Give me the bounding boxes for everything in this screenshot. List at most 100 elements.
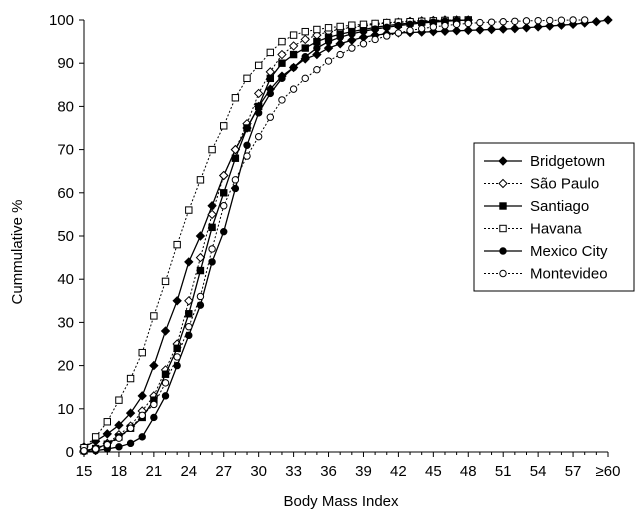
legend-label: Montevideo [530, 266, 608, 283]
data-point [301, 27, 309, 36]
y-tick-label: 20 [57, 358, 74, 375]
x-tick-label: 45 [425, 463, 442, 480]
x-tick-label: 33 [285, 463, 302, 480]
data-point [324, 37, 333, 46]
data-point [161, 370, 170, 378]
data-point [348, 21, 356, 29]
data-point [288, 41, 299, 51]
legend-marker [499, 224, 507, 233]
data-point [125, 408, 136, 418]
x-tick-label: 36 [320, 463, 337, 480]
data-point [278, 59, 286, 67]
data-point [336, 33, 344, 41]
data-point [323, 43, 334, 53]
data-point [335, 39, 345, 49]
series-line [83, 19, 469, 449]
y-tick-label: 90 [57, 55, 74, 72]
legend-entry: Havana [484, 221, 582, 238]
data-point [603, 15, 613, 25]
data-point [300, 34, 310, 45]
data-point [138, 348, 146, 357]
data-point [266, 48, 275, 57]
legend-entry: São Paulo [484, 176, 599, 193]
data-point [266, 113, 275, 121]
data-point [348, 30, 356, 38]
data-point [208, 145, 216, 154]
data-point [499, 18, 507, 26]
data-point [498, 24, 508, 34]
legend-box [473, 142, 635, 292]
data-point [546, 16, 554, 25]
data-point [160, 326, 171, 336]
data-point [278, 74, 286, 83]
series-havana [80, 16, 472, 452]
data-point [336, 22, 344, 31]
data-point [277, 49, 287, 60]
y-tick-label: 70 [57, 142, 74, 159]
data-point [185, 310, 193, 318]
data-point [220, 189, 228, 197]
data-point [138, 433, 146, 441]
x-tick-label: 18 [111, 463, 128, 480]
data-point [220, 202, 228, 210]
series-montevideo [80, 16, 589, 455]
legend-label: Mexico City [530, 243, 608, 260]
data-point [313, 25, 321, 34]
data-point [429, 23, 438, 31]
data-point [80, 447, 88, 455]
data-point [114, 420, 124, 430]
data-point [103, 440, 111, 449]
data-point [301, 53, 309, 61]
data-point [208, 258, 216, 266]
data-point [195, 231, 206, 241]
data-point [383, 23, 391, 32]
data-point [195, 252, 206, 263]
x-tick-label: 51 [495, 463, 512, 480]
data-point [254, 61, 263, 70]
data-point [313, 37, 321, 46]
legend-label: Havana [530, 221, 582, 238]
legend: Bridgetown São Paulo Santiago Havana Mexico … [473, 142, 635, 292]
x-tick-label: 30 [250, 463, 267, 480]
data-point [521, 23, 532, 33]
legend-label: São Paulo [530, 176, 599, 193]
data-point [324, 24, 333, 32]
data-point [231, 94, 240, 102]
data-point [243, 141, 251, 149]
series-line [83, 19, 469, 453]
data-point [371, 35, 379, 44]
data-point [266, 74, 275, 83]
legend-label: Santiago [530, 198, 589, 215]
data-point [487, 18, 496, 26]
data-point [301, 74, 309, 83]
x-tick-label: 27 [215, 463, 232, 480]
data-point [185, 323, 193, 331]
data-point [126, 439, 135, 448]
x-tick-label: ≥60 [596, 463, 621, 480]
data-point [196, 292, 205, 301]
data-point [278, 96, 286, 104]
data-point [150, 413, 158, 422]
data-point [253, 88, 264, 99]
data-point [126, 424, 135, 432]
data-point [336, 50, 344, 59]
data-point [161, 392, 170, 400]
legend-marker [498, 178, 508, 189]
data-point [161, 277, 170, 286]
legend-entry: Santiago [484, 198, 589, 215]
data-point [301, 44, 309, 52]
data-point [452, 20, 461, 29]
data-point [312, 49, 322, 60]
data-point [545, 21, 555, 31]
data-point [243, 124, 251, 132]
y-tick-label: 0 [66, 444, 74, 461]
x-tick-label: 57 [565, 463, 582, 480]
data-point [289, 63, 298, 72]
y-tick-label: 50 [57, 228, 74, 245]
legend-marker [499, 202, 507, 210]
data-point [173, 240, 181, 249]
series-line [83, 19, 469, 452]
data-point [289, 85, 298, 93]
series-layer [79, 15, 613, 456]
